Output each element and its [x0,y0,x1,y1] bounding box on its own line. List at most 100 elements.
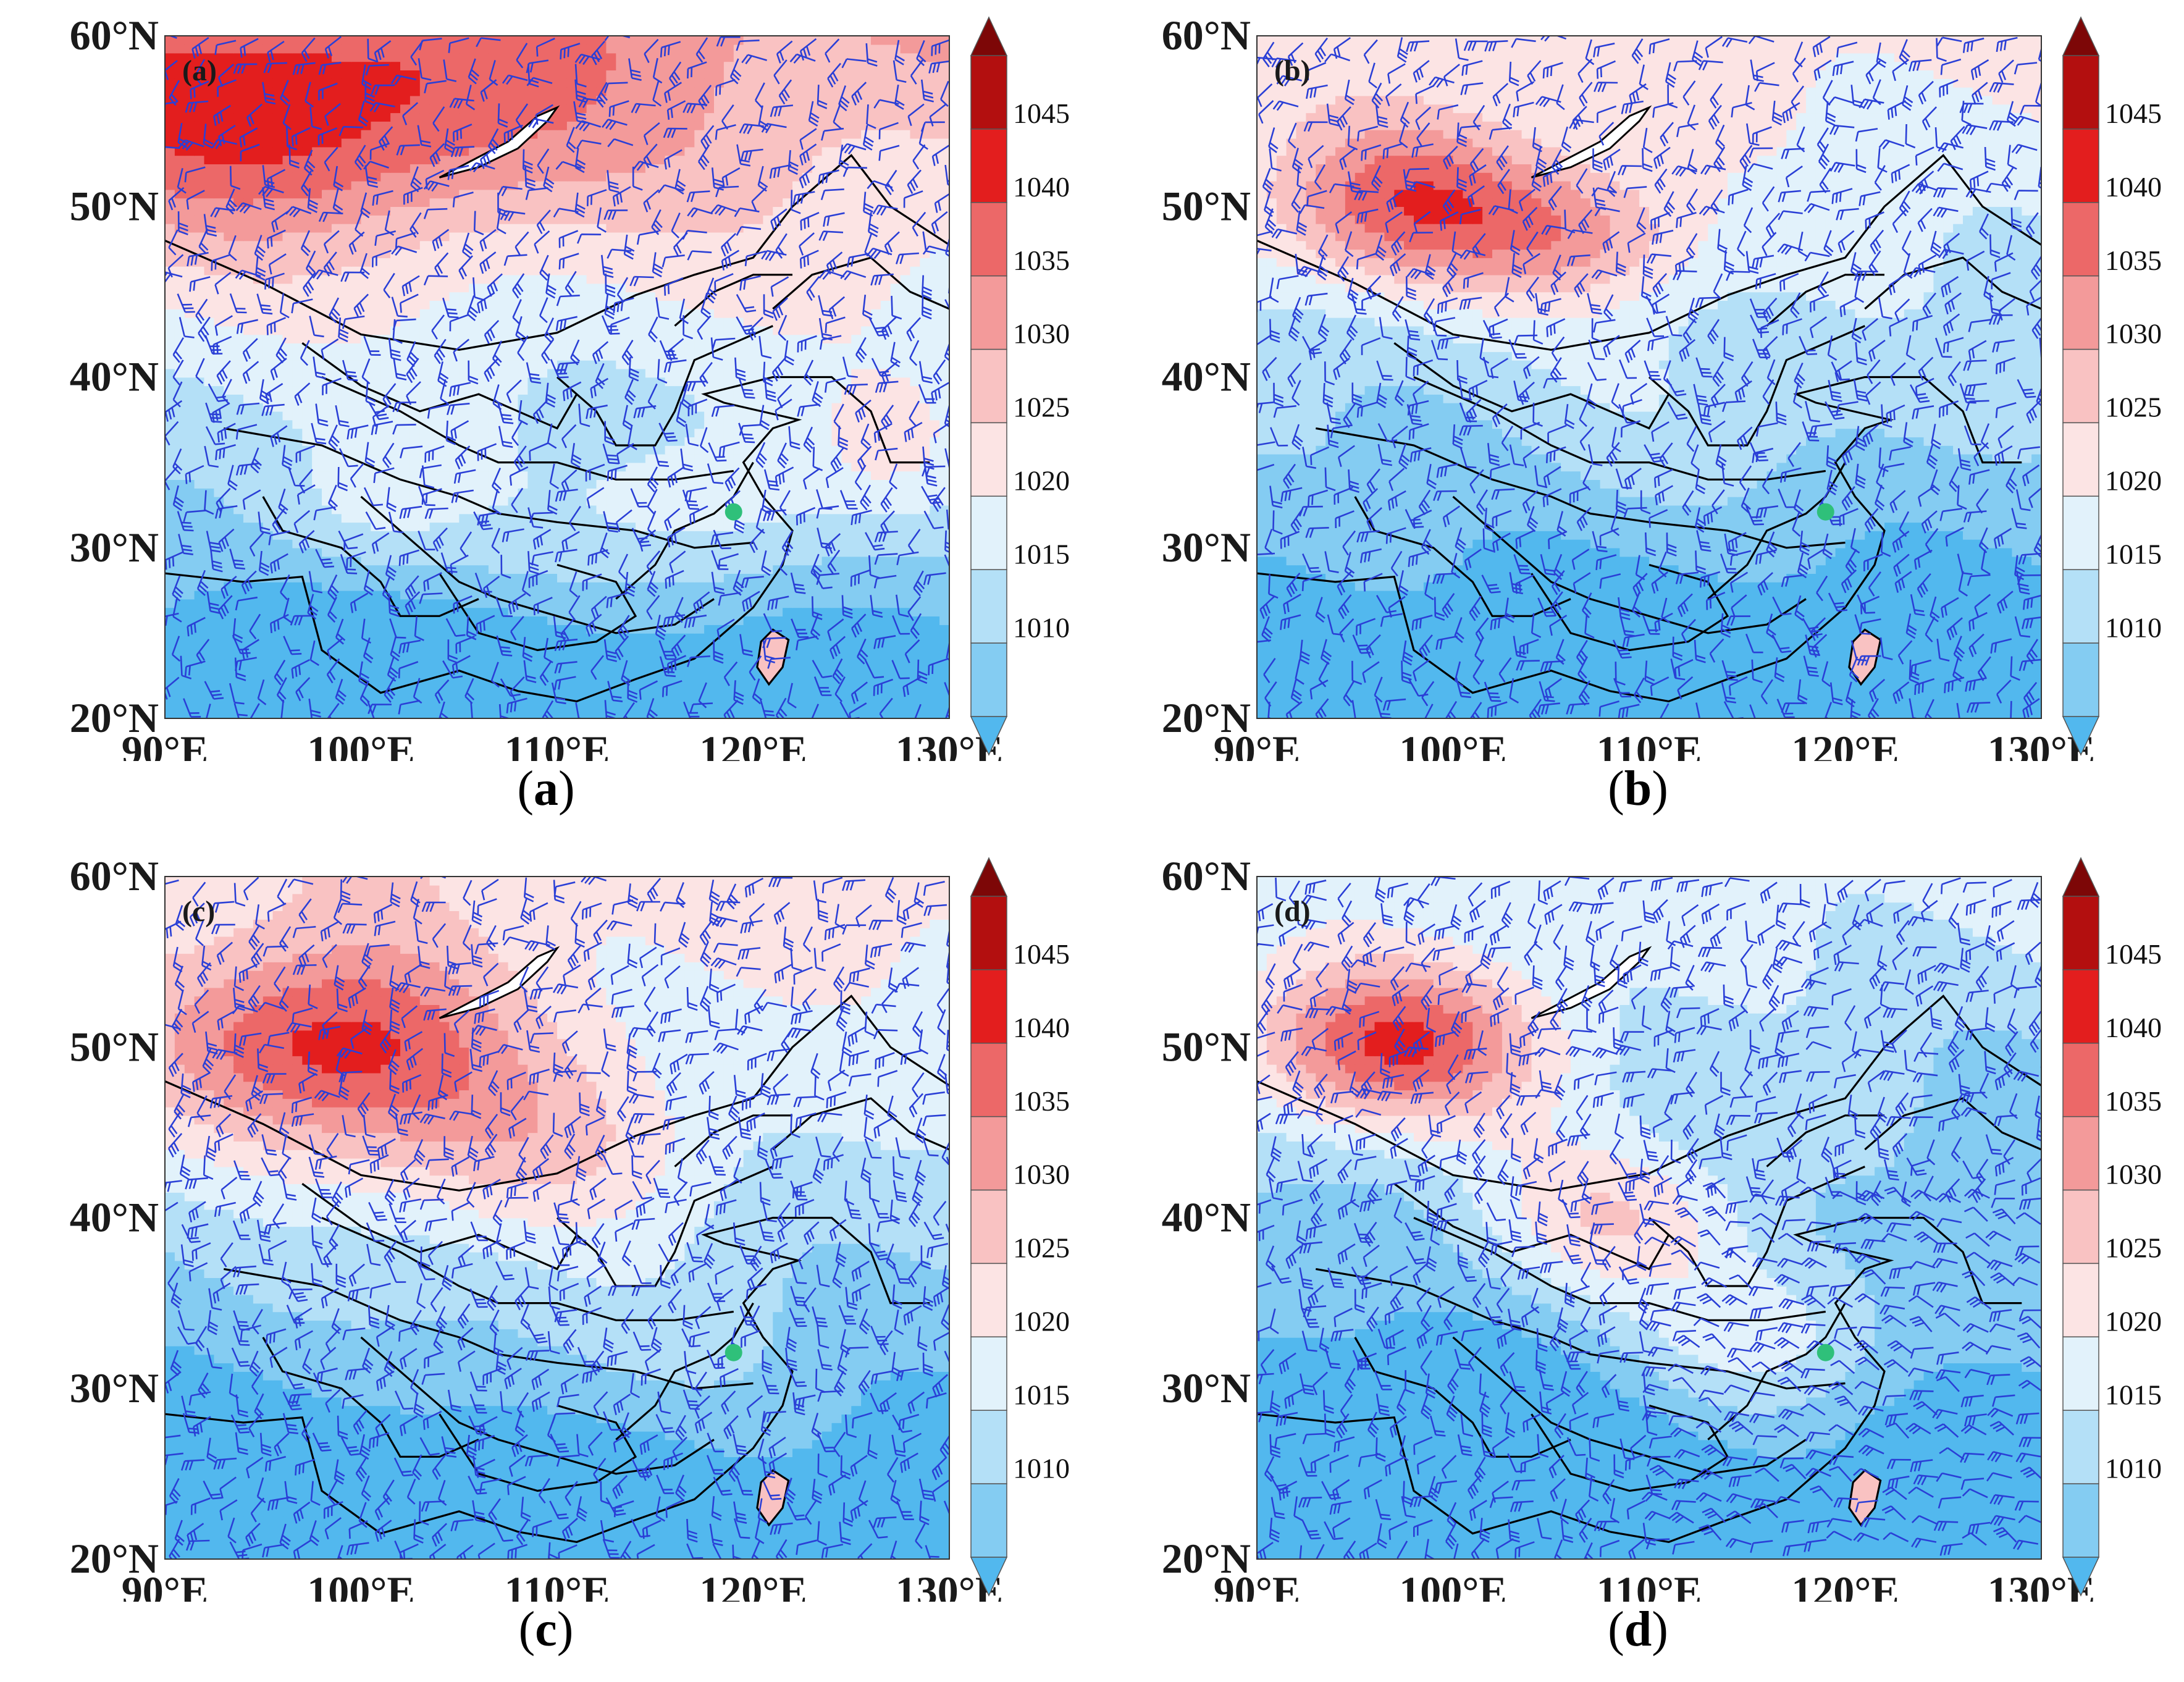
wind-barbs [1257,877,2041,1559]
lon-tick-label: 100°E [307,727,415,761]
lat-tick-label: 40°N [70,1194,159,1241]
colorbar-tick-label: 1040 [2105,1012,2162,1043]
map-frame [164,35,950,719]
colorbar-tick-label: 1020 [1013,465,1070,497]
lon-tick-label: 110°E [1597,727,1702,761]
colorbar-tick-label: 1045 [2105,938,2162,970]
colorbar-tick-label: 1010 [1013,1452,1070,1484]
pressure-map-a: (a) 60°N 50°N 40°N 30°N 20°N90°E 100°E 110°E 120… [70,12,1070,761]
colorbar-tick-label: 1015 [1013,1379,1070,1410]
colorbar-tick-label: 1020 [2105,1306,2162,1337]
map-panel-d: (d) 60°N 50°N 40°N 30°N 20°N 90°E 100°E 110°E 120… [1092,841,2184,1681]
lon-tick-label: 110°E [505,727,610,761]
lat-tick-label: 50°N [70,182,159,229]
lat-tick-label: 60°N [70,12,159,59]
colorbar-tick-label: 1035 [2105,245,2162,276]
station-marker [724,1343,742,1361]
colorbar-tick-label: 1035 [1013,1085,1070,1117]
colorbar-tick-label: 1015 [2105,538,2162,570]
colorbar-tick-label: 1045 [2105,98,2162,129]
lat-tick-label: 40°N [70,353,159,400]
lat-tick-label: 20°N [1162,694,1251,741]
map-panel-c: (c) 60°N 50°N 40°N 30°N 20°N 90°E 100°E 110°E 120… [0,841,1092,1681]
pressure-map-b: (b) 60°N 50°N 40°N 30°N 20°N90°E 100°E 110°E 120… [1162,12,2162,761]
colorbar: 1045 1040 1035 1030 1025 1020 1015 1010 [2062,16,2162,756]
panel-label: (b) [1274,54,1311,87]
lon-tick-label: 100°E [1399,727,1507,761]
colorbar-tick-label: 1035 [1013,245,1070,276]
colorbar-tick-label: 1045 [1013,938,1070,970]
colorbar-tick-label: 1025 [1013,392,1070,423]
lat-tick-label: 20°N [70,1535,159,1582]
lon-tick-label: 90°E [122,1568,209,1602]
panel-caption-a: (a) [0,761,1092,817]
panel-label: (a) [182,54,217,87]
map-panel-a: (a) 60°N 50°N 40°N 30°N 20°N 90°E 100°E 110°E 120… [0,0,1092,841]
map-frame [164,876,950,1560]
map-panel-b: (b) 60°N 50°N 40°N 30°N 20°N 90°E 100°E 110°E 120… [1092,0,2184,841]
map-frame [1256,35,2042,719]
lat-tick-label: 40°N [1162,1194,1251,1241]
lon-tick-label: 120°E [699,1568,807,1602]
colorbar-tick-label: 1015 [1013,538,1070,570]
lat-tick-label: 60°N [1162,852,1251,899]
station-marker [724,503,742,521]
colorbar-tick-label: 1030 [2105,318,2162,350]
taiwan-island [1848,1469,1882,1527]
lat-tick-label: 60°N [70,852,159,899]
lat-tick-label: 20°N [70,694,159,741]
lon-tick-label: 100°E [307,1568,415,1602]
station-marker [1816,1343,1834,1361]
map-frame [1256,876,2042,1560]
lon-tick-label: 120°E [699,727,807,761]
lat-tick-label: 60°N [1162,12,1251,59]
panel-caption-d: (d) [1092,1602,2184,1658]
colorbar-tick-label: 1020 [1013,1306,1070,1337]
panel-label: (c) [182,895,215,928]
pressure-map-c: (c) 60°N 50°N 40°N 30°N 20°N90°E 100°E 110°E 120… [70,852,1070,1602]
panel-caption-b: (b) [1092,761,2184,817]
lon-tick-label: 120°E [1791,1568,1899,1602]
colorbar-tick-label: 1030 [1013,1159,1070,1190]
lon-tick-label: 90°E [1214,1568,1301,1602]
lon-tick-label: 90°E [122,727,209,761]
wind-barbs [1257,36,2041,718]
lon-tick-label: 100°E [1399,1568,1507,1602]
colorbar-tick-label: 1025 [1013,1232,1070,1264]
colorbar-tick-label: 1010 [2105,612,2162,643]
lat-tick-label: 30°N [70,524,159,571]
colorbar: 1045 1040 1035 1030 1025 1020 1015 1010 [970,16,1070,756]
colorbar-tick-label: 1020 [2105,465,2162,497]
lon-tick-label: 110°E [1597,1568,1702,1602]
lat-tick-label: 30°N [1162,524,1251,571]
colorbar: 1045 1040 1035 1030 1025 1020 1015 1010 [2062,857,2162,1597]
colorbar-tick-label: 1025 [2105,1232,2162,1264]
pressure-map-d: (d) 60°N 50°N 40°N 30°N 20°N90°E 100°E 110°E 120… [1162,852,2162,1602]
lat-tick-label: 20°N [1162,1535,1251,1582]
colorbar: 1045 1040 1035 1030 1025 1020 1015 1010 [970,857,1070,1597]
lat-tick-label: 50°N [1162,182,1251,229]
lat-tick-label: 40°N [1162,353,1251,400]
station-marker [1816,503,1834,521]
colorbar-tick-label: 1045 [1013,98,1070,129]
lon-tick-label: 120°E [1791,727,1899,761]
lat-tick-label: 30°N [70,1365,159,1411]
panel-caption-c: (c) [0,1602,1092,1658]
lon-tick-label: 90°E [1214,727,1301,761]
lat-tick-label: 50°N [1162,1023,1251,1070]
wind-barbs [165,877,949,1559]
lon-tick-label: 110°E [505,1568,610,1602]
colorbar-tick-label: 1010 [1013,612,1070,643]
colorbar-tick-label: 1015 [2105,1379,2162,1410]
lat-tick-label: 30°N [1162,1365,1251,1411]
colorbar-tick-label: 1040 [1013,1012,1070,1043]
lake-baikal [439,105,560,179]
colorbar-tick-label: 1030 [1013,318,1070,350]
colorbar-tick-label: 1040 [1013,171,1070,203]
panel-label: (d) [1274,895,1311,928]
lake-baikal [1531,105,1652,179]
lat-tick-label: 50°N [70,1023,159,1070]
colorbar-tick-label: 1035 [2105,1085,2162,1117]
colorbar-tick-label: 1030 [2105,1159,2162,1190]
colorbar-tick-label: 1025 [2105,392,2162,423]
